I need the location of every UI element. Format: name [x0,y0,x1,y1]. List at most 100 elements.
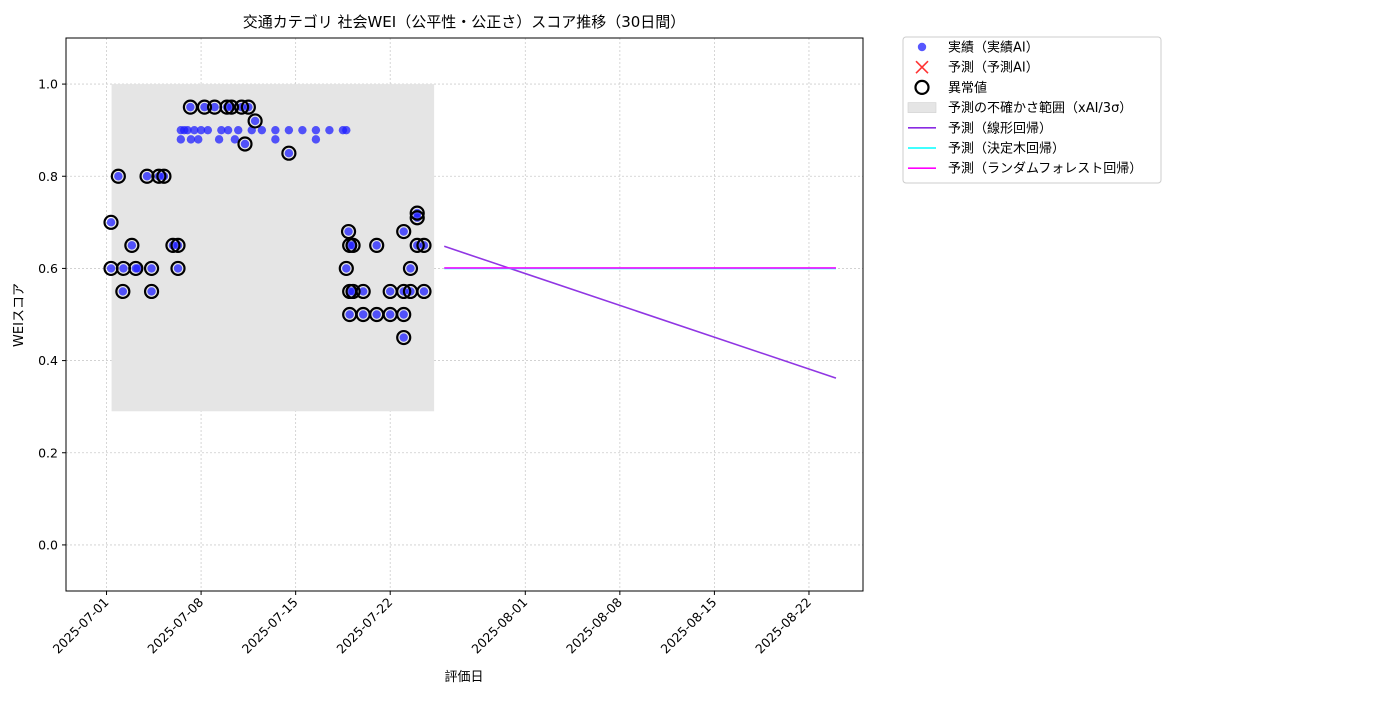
anomaly-marker [170,260,186,277]
legend-swatch-anomaly [914,79,930,96]
actual-point [230,135,240,144]
actual-point [386,287,395,296]
actual-point [284,149,294,158]
anomaly-marker [247,113,263,129]
actual-point [386,310,395,319]
actual-point [271,135,280,144]
anomaly-marker [115,283,131,300]
anomaly-marker [156,168,172,184]
actual-point [344,227,353,236]
actual-point [196,125,206,135]
anomaly-marker [128,260,144,277]
y-tick-label: 0.0 [38,537,58,552]
actual-point [399,333,408,342]
anomaly-marker [219,99,235,115]
actual-point [173,264,183,273]
anomaly-marker [345,283,361,300]
anomaly-marker [409,210,425,226]
actual-point [214,135,224,144]
y-tick-label: 0.4 [38,353,58,368]
anomaly-marker [345,237,361,253]
anomaly-marker [237,136,253,152]
actual-point [203,125,213,135]
actual-point [190,125,199,135]
actual-point [298,125,307,135]
actual-point [114,172,123,181]
y-axis-label: WEIスコア [12,283,27,347]
actual-point [372,310,381,319]
legend-swatch-predicted [915,60,929,74]
actual-point [311,125,321,135]
anomaly-marker [402,260,419,277]
legend-label-forest: 予測（ランダムフォレスト回帰） [948,161,1142,177]
legend-label-tree: 予測（決定木回帰） [948,141,1065,157]
y-tick-label: 0.8 [38,169,58,184]
actual-point [358,287,368,296]
actual-point [183,125,192,135]
y-tick-label: 1.0 [38,77,58,92]
anomaly-marker [143,283,160,300]
anomaly-marker [234,99,250,115]
actual-point [223,125,233,135]
anomaly-marker [110,168,126,184]
actual-point [106,264,116,273]
anomaly-marker [143,260,160,277]
x-axis-label: 評価日 [444,670,483,685]
actual-point [358,310,368,319]
plot-frame [65,37,864,592]
actual-point [176,135,186,144]
actual-point [142,172,152,181]
legend-frame [902,36,1162,184]
anomaly-marker [196,99,213,115]
legend-label-actual: 実績（実績AI） [948,40,1039,56]
actual-point [250,116,260,126]
legend-label-band: 予測の不確かさ範囲（xAI/3σ） [948,100,1132,116]
actual-point [119,264,128,273]
anomaly-marker [416,283,432,300]
anomaly-marker [396,223,412,240]
anomaly-marker [396,306,412,323]
actual-point [186,102,195,112]
actual-point [399,227,408,236]
anomaly-marker [396,283,412,300]
y-tick-label: 0.2 [38,445,58,460]
actual-point [345,310,354,319]
anomaly-marker [124,237,140,253]
anomaly-marker [369,237,385,253]
chart-title: 交通カテゴリ 社会WEI（公平性・公正さ）スコア推移（30日間） [243,13,686,31]
anomaly-marker [409,237,425,253]
actual-point [147,264,156,273]
legend-label-anomaly: 異常値 [948,80,987,96]
actual-point [311,135,321,144]
actual-point [419,287,429,296]
actual-point [406,264,415,273]
actual-point [342,125,351,135]
actual-point [257,125,267,135]
actual-point [325,125,334,135]
anomaly-marker [416,237,432,253]
actual-point [106,218,116,227]
actual-point [372,241,381,250]
legend-label-linear: 予測（線形回帰） [948,120,1052,136]
y-tick-label: 0.6 [38,261,58,276]
anomaly-marker [139,168,155,184]
anomaly-marker [355,283,371,300]
anomaly-marker [103,214,119,230]
actual-point [147,287,156,296]
anomaly-marker [151,168,167,184]
anomaly-marker [338,260,354,277]
actual-point [118,287,128,296]
anomaly-marker [281,145,297,161]
actual-point [234,125,243,135]
actual-point [342,264,351,273]
anomaly-marker [409,205,425,221]
actual-point [194,135,203,144]
anomaly-marker [396,329,412,346]
legend-label-predicted: 予測（予測AI） [948,61,1039,76]
actual-point [186,135,196,144]
actual-point [240,139,250,149]
actual-point [200,102,209,112]
